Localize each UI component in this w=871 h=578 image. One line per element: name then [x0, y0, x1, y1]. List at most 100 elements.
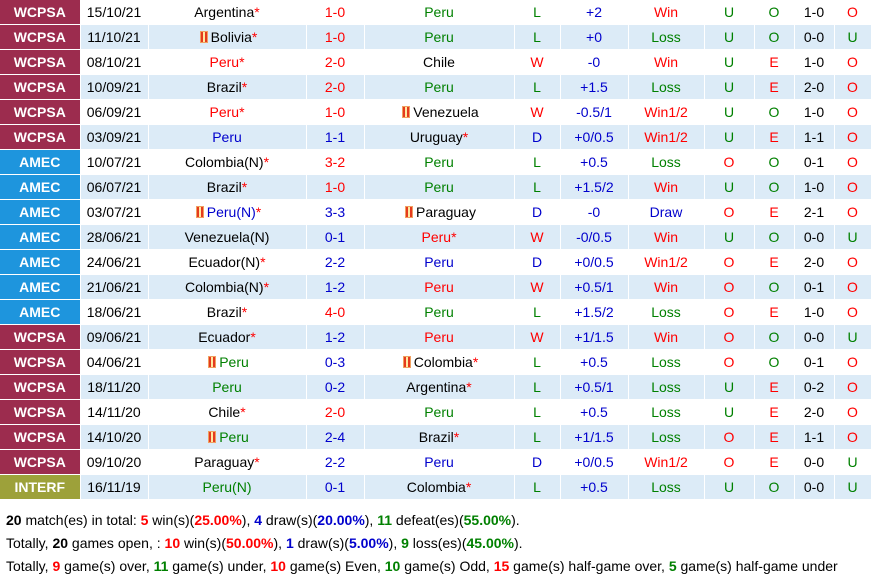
- away-team-cell[interactable]: Colombia*: [364, 474, 515, 500]
- home-team-name[interactable]: Colombia(N): [184, 279, 264, 295]
- score-link[interactable]: 1-2: [306, 324, 365, 350]
- away-team-name[interactable]: Argentina: [406, 379, 467, 395]
- league-badge[interactable]: WCPSA: [0, 399, 81, 425]
- home-team-cell[interactable]: Peru*: [148, 99, 307, 125]
- league-badge[interactable]: AMEC: [0, 274, 81, 300]
- away-team-cell[interactable]: Peru: [364, 324, 515, 350]
- away-team-cell[interactable]: Peru: [364, 24, 515, 50]
- home-team-cell[interactable]: Peru: [148, 349, 307, 375]
- home-team-cell[interactable]: Peru: [148, 424, 307, 450]
- league-badge[interactable]: WCPSA: [0, 324, 81, 350]
- home-team-name[interactable]: Argentina: [194, 4, 255, 20]
- score-link[interactable]: 1-0: [306, 99, 365, 125]
- away-team-name[interactable]: Peru: [424, 279, 454, 295]
- league-badge[interactable]: WCPSA: [0, 0, 81, 25]
- home-team-name[interactable]: Peru: [219, 354, 249, 370]
- away-team-cell[interactable]: Argentina*: [364, 374, 515, 400]
- home-team-cell[interactable]: Chile*: [148, 399, 307, 425]
- away-team-cell[interactable]: Peru*: [364, 224, 515, 250]
- home-team-name[interactable]: Colombia(N): [184, 154, 264, 170]
- score-link[interactable]: 0-1: [306, 224, 365, 250]
- home-team-cell[interactable]: Ecuador*: [148, 324, 307, 350]
- home-team-cell[interactable]: Peru*: [148, 49, 307, 75]
- home-team-cell[interactable]: Paraguay*: [148, 449, 307, 475]
- away-team-cell[interactable]: Peru: [364, 149, 515, 175]
- away-team-cell[interactable]: Peru: [364, 299, 515, 325]
- away-team-name[interactable]: Colombia: [406, 479, 466, 495]
- home-team-cell[interactable]: Peru: [148, 124, 307, 150]
- home-team-name[interactable]: Brazil: [206, 179, 242, 195]
- away-team-name[interactable]: Brazil: [418, 429, 454, 445]
- home-team-cell[interactable]: Bolivia*: [148, 24, 307, 50]
- away-team-name[interactable]: Peru: [424, 4, 454, 20]
- score-link[interactable]: 1-0: [306, 0, 365, 25]
- home-team-name[interactable]: Brazil: [206, 304, 242, 320]
- away-team-name[interactable]: Peru: [424, 454, 454, 470]
- score-link[interactable]: 1-0: [306, 24, 365, 50]
- home-team-cell[interactable]: Peru(N)*: [148, 199, 307, 225]
- away-team-cell[interactable]: Peru: [364, 74, 515, 100]
- away-team-name[interactable]: Paraguay: [416, 204, 476, 220]
- away-team-name[interactable]: Uruguay: [409, 129, 463, 145]
- score-link[interactable]: 4-0: [306, 299, 365, 325]
- home-team-cell[interactable]: Brazil*: [148, 299, 307, 325]
- score-link[interactable]: 0-1: [306, 474, 365, 500]
- home-team-cell[interactable]: Ecuador(N)*: [148, 249, 307, 275]
- score-link[interactable]: 3-2: [306, 149, 365, 175]
- score-link[interactable]: 0-2: [306, 374, 365, 400]
- away-team-cell[interactable]: Peru: [364, 249, 515, 275]
- home-team-name[interactable]: Peru: [212, 129, 242, 145]
- away-team-name[interactable]: Peru: [424, 304, 454, 320]
- home-team-cell[interactable]: Brazil*: [148, 174, 307, 200]
- away-team-name[interactable]: Peru: [424, 404, 454, 420]
- away-team-cell[interactable]: Peru: [364, 174, 515, 200]
- league-badge[interactable]: WCPSA: [0, 124, 81, 150]
- league-badge[interactable]: WCPSA: [0, 49, 81, 75]
- home-team-cell[interactable]: Peru: [148, 374, 307, 400]
- away-team-cell[interactable]: Uruguay*: [364, 124, 515, 150]
- home-team-name[interactable]: Peru(N): [202, 479, 252, 495]
- home-team-cell[interactable]: Colombia(N)*: [148, 274, 307, 300]
- away-team-name[interactable]: Peru: [424, 179, 454, 195]
- league-badge[interactable]: AMEC: [0, 199, 81, 225]
- away-team-name[interactable]: Venezuela: [413, 104, 479, 120]
- home-team-cell[interactable]: Colombia(N)*: [148, 149, 307, 175]
- home-team-cell[interactable]: Brazil*: [148, 74, 307, 100]
- home-team-cell[interactable]: Argentina*: [148, 0, 307, 25]
- home-team-name[interactable]: Peru: [219, 429, 249, 445]
- home-team-name[interactable]: Paraguay: [194, 454, 255, 470]
- away-team-cell[interactable]: Peru: [364, 449, 515, 475]
- score-link[interactable]: 2-2: [306, 449, 365, 475]
- score-link[interactable]: 3-3: [306, 199, 365, 225]
- score-link[interactable]: 0-3: [306, 349, 365, 375]
- league-badge[interactable]: WCPSA: [0, 74, 81, 100]
- away-team-name[interactable]: Peru: [424, 329, 454, 345]
- league-badge[interactable]: WCPSA: [0, 24, 81, 50]
- score-link[interactable]: 1-0: [306, 174, 365, 200]
- league-badge[interactable]: WCPSA: [0, 349, 81, 375]
- score-link[interactable]: 1-2: [306, 274, 365, 300]
- home-team-name[interactable]: Venezuela(N): [184, 229, 270, 245]
- away-team-name[interactable]: Peru: [424, 79, 454, 95]
- home-team-name[interactable]: Bolivia: [210, 29, 252, 45]
- score-link[interactable]: 2-0: [306, 74, 365, 100]
- away-team-cell[interactable]: Chile: [364, 49, 515, 75]
- league-badge[interactable]: AMEC: [0, 224, 81, 250]
- away-team-cell[interactable]: Colombia*: [364, 349, 515, 375]
- league-badge[interactable]: WCPSA: [0, 374, 81, 400]
- home-team-name[interactable]: Peru: [209, 104, 240, 120]
- score-link[interactable]: 2-4: [306, 424, 365, 450]
- league-badge[interactable]: WCPSA: [0, 449, 81, 475]
- away-team-cell[interactable]: Peru: [364, 399, 515, 425]
- league-badge[interactable]: AMEC: [0, 174, 81, 200]
- home-team-name[interactable]: Ecuador(N): [188, 254, 261, 270]
- home-team-name[interactable]: Peru: [209, 54, 240, 70]
- home-team-name[interactable]: Peru: [212, 379, 242, 395]
- league-badge[interactable]: WCPSA: [0, 424, 81, 450]
- away-team-cell[interactable]: Paraguay: [364, 199, 515, 225]
- away-team-cell[interactable]: Venezuela: [364, 99, 515, 125]
- away-team-name[interactable]: Peru: [424, 154, 454, 170]
- league-badge[interactable]: INTERF: [0, 474, 81, 500]
- away-team-cell[interactable]: Brazil*: [364, 424, 515, 450]
- home-team-cell[interactable]: Venezuela(N): [148, 224, 307, 250]
